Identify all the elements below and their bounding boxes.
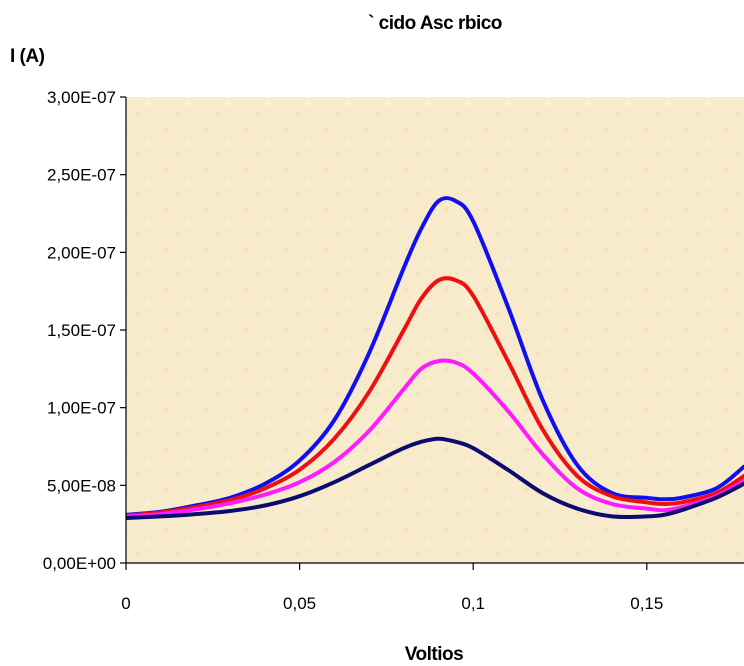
chart-title: ` cido Asc rbico <box>368 13 502 34</box>
y-tick-label: 5,00E-08 <box>47 476 116 495</box>
y-tick-label: 1,00E-07 <box>47 399 116 418</box>
series-line-2 <box>126 276 744 518</box>
x-tick-label: 0,05 <box>283 594 316 613</box>
plot-area <box>126 97 744 563</box>
y-tick-label: 3,00E-07 <box>47 88 116 107</box>
y-axis-label: I (A) <box>10 46 45 67</box>
x-tick-label: 0,15 <box>630 594 663 613</box>
series-line-3 <box>126 358 744 519</box>
y-tick-label: 1,50E-07 <box>47 321 116 340</box>
x-tick-label: 0,1 <box>461 594 485 613</box>
series-line-1 <box>126 196 744 517</box>
x-axis-label: Voltios <box>405 644 463 665</box>
y-tick-label: 0,00E+00 <box>43 554 116 573</box>
x-tick-label: 0 <box>121 594 130 613</box>
series-layer <box>126 196 744 520</box>
series-line-4 <box>126 436 744 520</box>
y-tick-label: 2,00E-07 <box>47 243 116 262</box>
axes-layer: 0,00E+00 5,00E-08 1,00E-07 1,50E-07 2,00E-07… <box>43 88 744 613</box>
y-tick-label: 2,50E-07 <box>47 166 116 185</box>
